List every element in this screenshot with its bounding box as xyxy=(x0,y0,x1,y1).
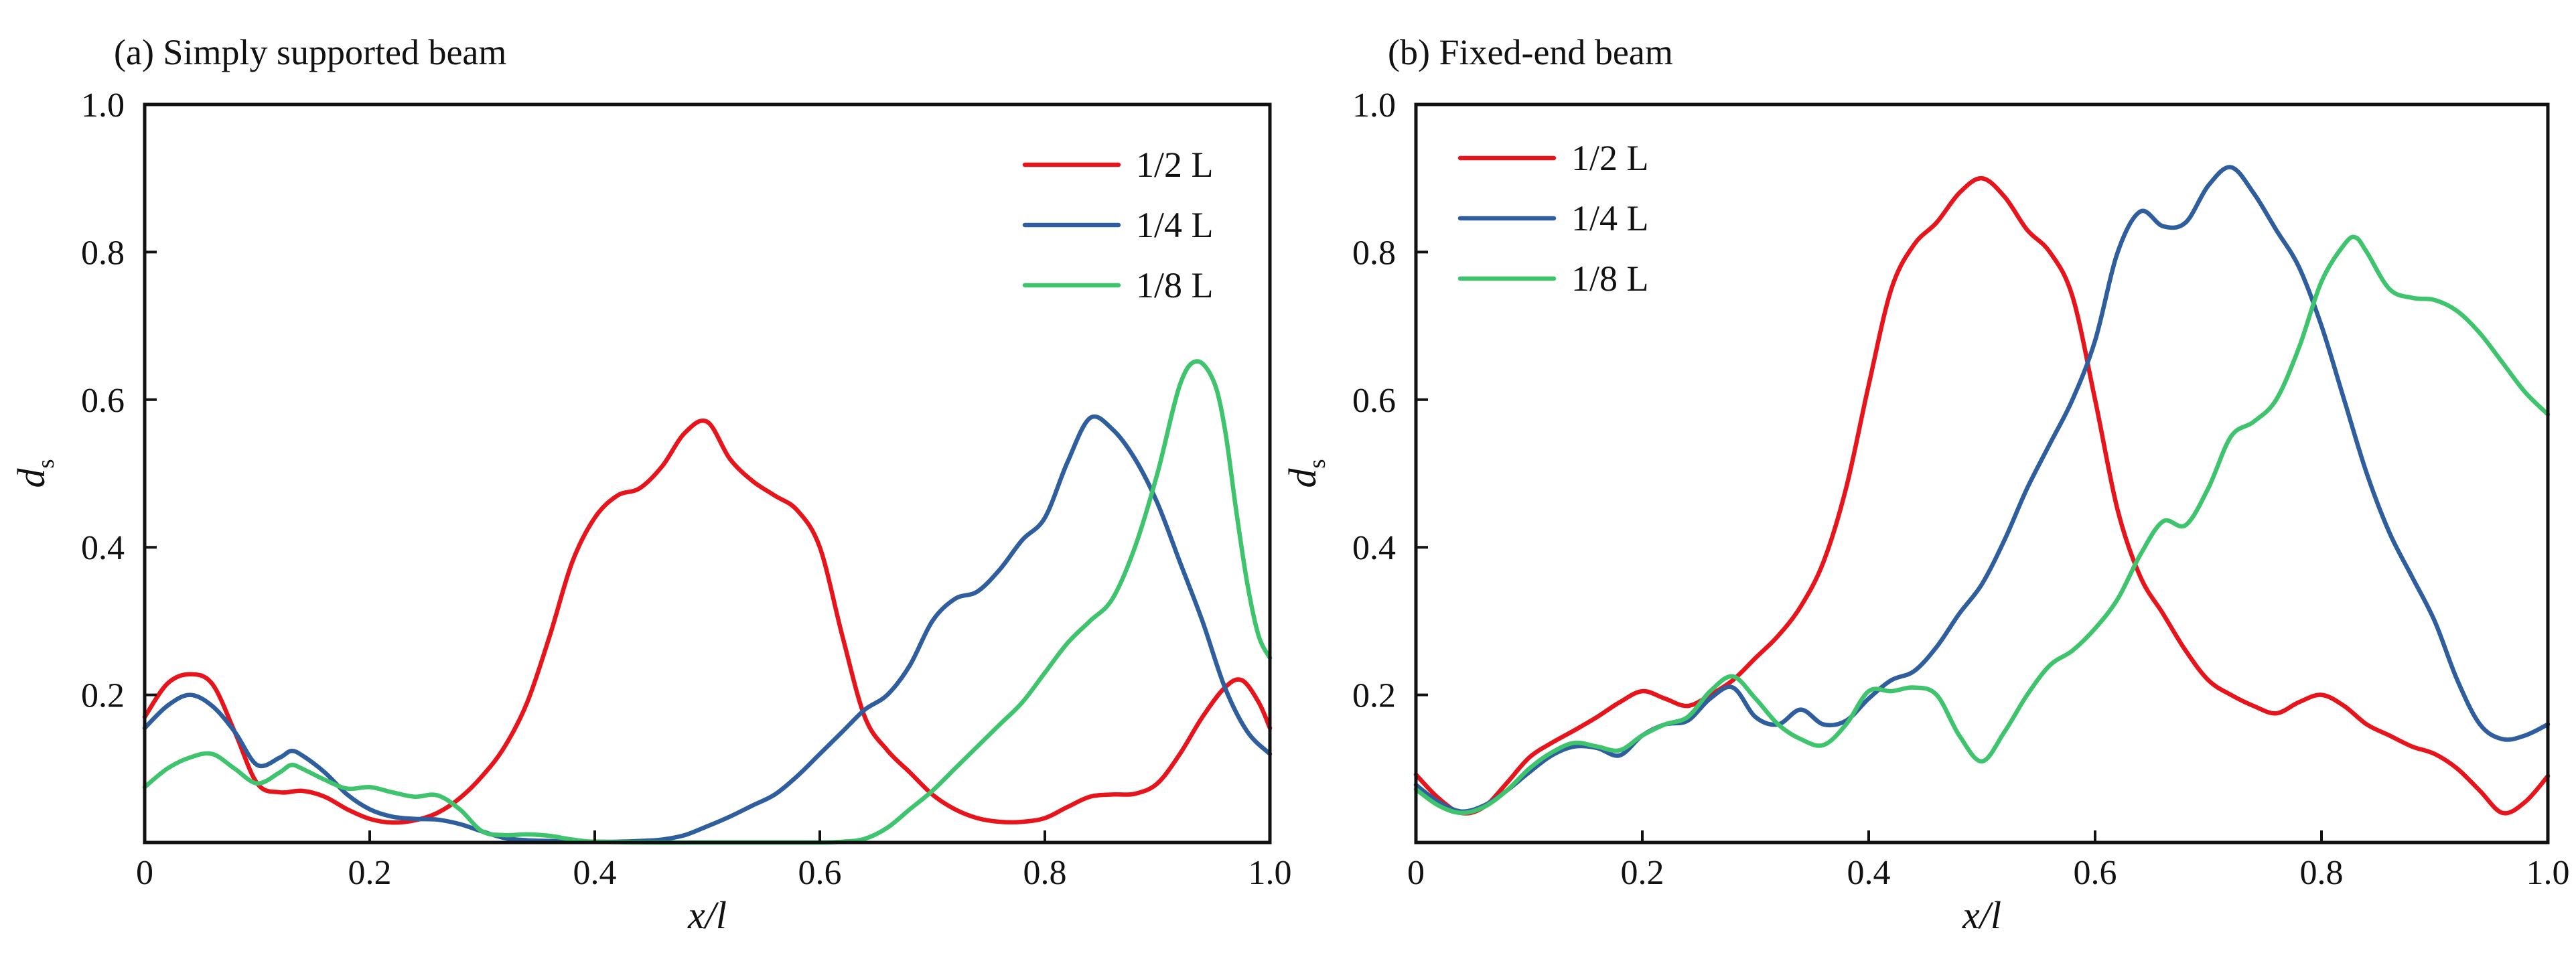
x-tick-label: 0.6 xyxy=(2074,854,2117,892)
series-line-2 xyxy=(1413,165,2551,814)
series-line-1 xyxy=(1413,175,2551,816)
x-tick-label: 0.2 xyxy=(1621,854,1664,892)
series-line-1 xyxy=(142,418,1273,825)
x-tick-label: 0 xyxy=(1407,854,1425,892)
y-tick-label: 1.0 xyxy=(81,86,125,125)
legend-label-2: 1/4 L xyxy=(1571,198,1649,238)
y-axis-label-subscript: s xyxy=(32,459,59,468)
x-tick-label: 0.8 xyxy=(1023,854,1067,892)
chart-panel-a: (a) Simply supported beam 0 0.2 0.4 0.6 0.8 1.… xyxy=(9,32,1292,937)
legend-label-3: 1/8 L xyxy=(1571,259,1649,299)
y-tick-label: 0.6 xyxy=(1352,382,1396,420)
legend-label-1: 1/2 L xyxy=(1136,145,1214,185)
y-axis-label-main: d xyxy=(1281,468,1324,488)
legend-label-2: 1/4 L xyxy=(1136,205,1214,245)
x-tick-label: 0.4 xyxy=(573,854,617,892)
chart-panel-b: (b) Fixed-end beam 0 0.2 0.4 0.6 0.8 1.0 0.2 0.4… xyxy=(1281,32,2570,937)
x-tick-label: 1.0 xyxy=(1248,854,1292,892)
legend-label-3: 1/8 L xyxy=(1136,265,1214,305)
y-axis-label-subscript: s xyxy=(1303,459,1330,468)
legend-label-1: 1/2 L xyxy=(1571,138,1649,178)
x-tick-label: 0.8 xyxy=(2300,854,2344,892)
y-tick-label: 0.2 xyxy=(81,677,125,715)
y-axis-label-main: d xyxy=(9,468,53,488)
chart-title: (a) Simply supported beam xyxy=(114,32,506,72)
x-tick-label: 0.4 xyxy=(1847,854,1891,892)
series-line-3 xyxy=(1413,234,2551,816)
y-tick-label: 0.4 xyxy=(81,529,125,567)
y-axis-label: ds xyxy=(9,459,59,488)
x-tick-label: 1.0 xyxy=(2526,854,2570,892)
y-tick-label: 0.4 xyxy=(1352,529,1396,567)
x-tick-label: 0 xyxy=(136,854,153,892)
y-tick-label: 0.8 xyxy=(81,234,125,272)
x-axis-label: x/l xyxy=(687,893,727,937)
x-tick-label: 0.2 xyxy=(348,854,392,892)
series-line-3 xyxy=(142,359,1273,845)
y-axis-label: ds xyxy=(1281,459,1330,488)
x-axis-label: x/l xyxy=(1962,893,2001,937)
x-tick-label: 0.6 xyxy=(798,854,842,892)
chart-title: (b) Fixed-end beam xyxy=(1388,32,1673,72)
plot-frame xyxy=(1414,102,2550,844)
series-line-2 xyxy=(142,414,1273,844)
y-tick-label: 0.6 xyxy=(81,382,125,420)
plot-frame xyxy=(143,102,1272,844)
y-tick-label: 0.8 xyxy=(1352,234,1396,272)
y-tick-label: 1.0 xyxy=(1352,86,1396,125)
y-tick-label: 0.2 xyxy=(1352,677,1396,715)
